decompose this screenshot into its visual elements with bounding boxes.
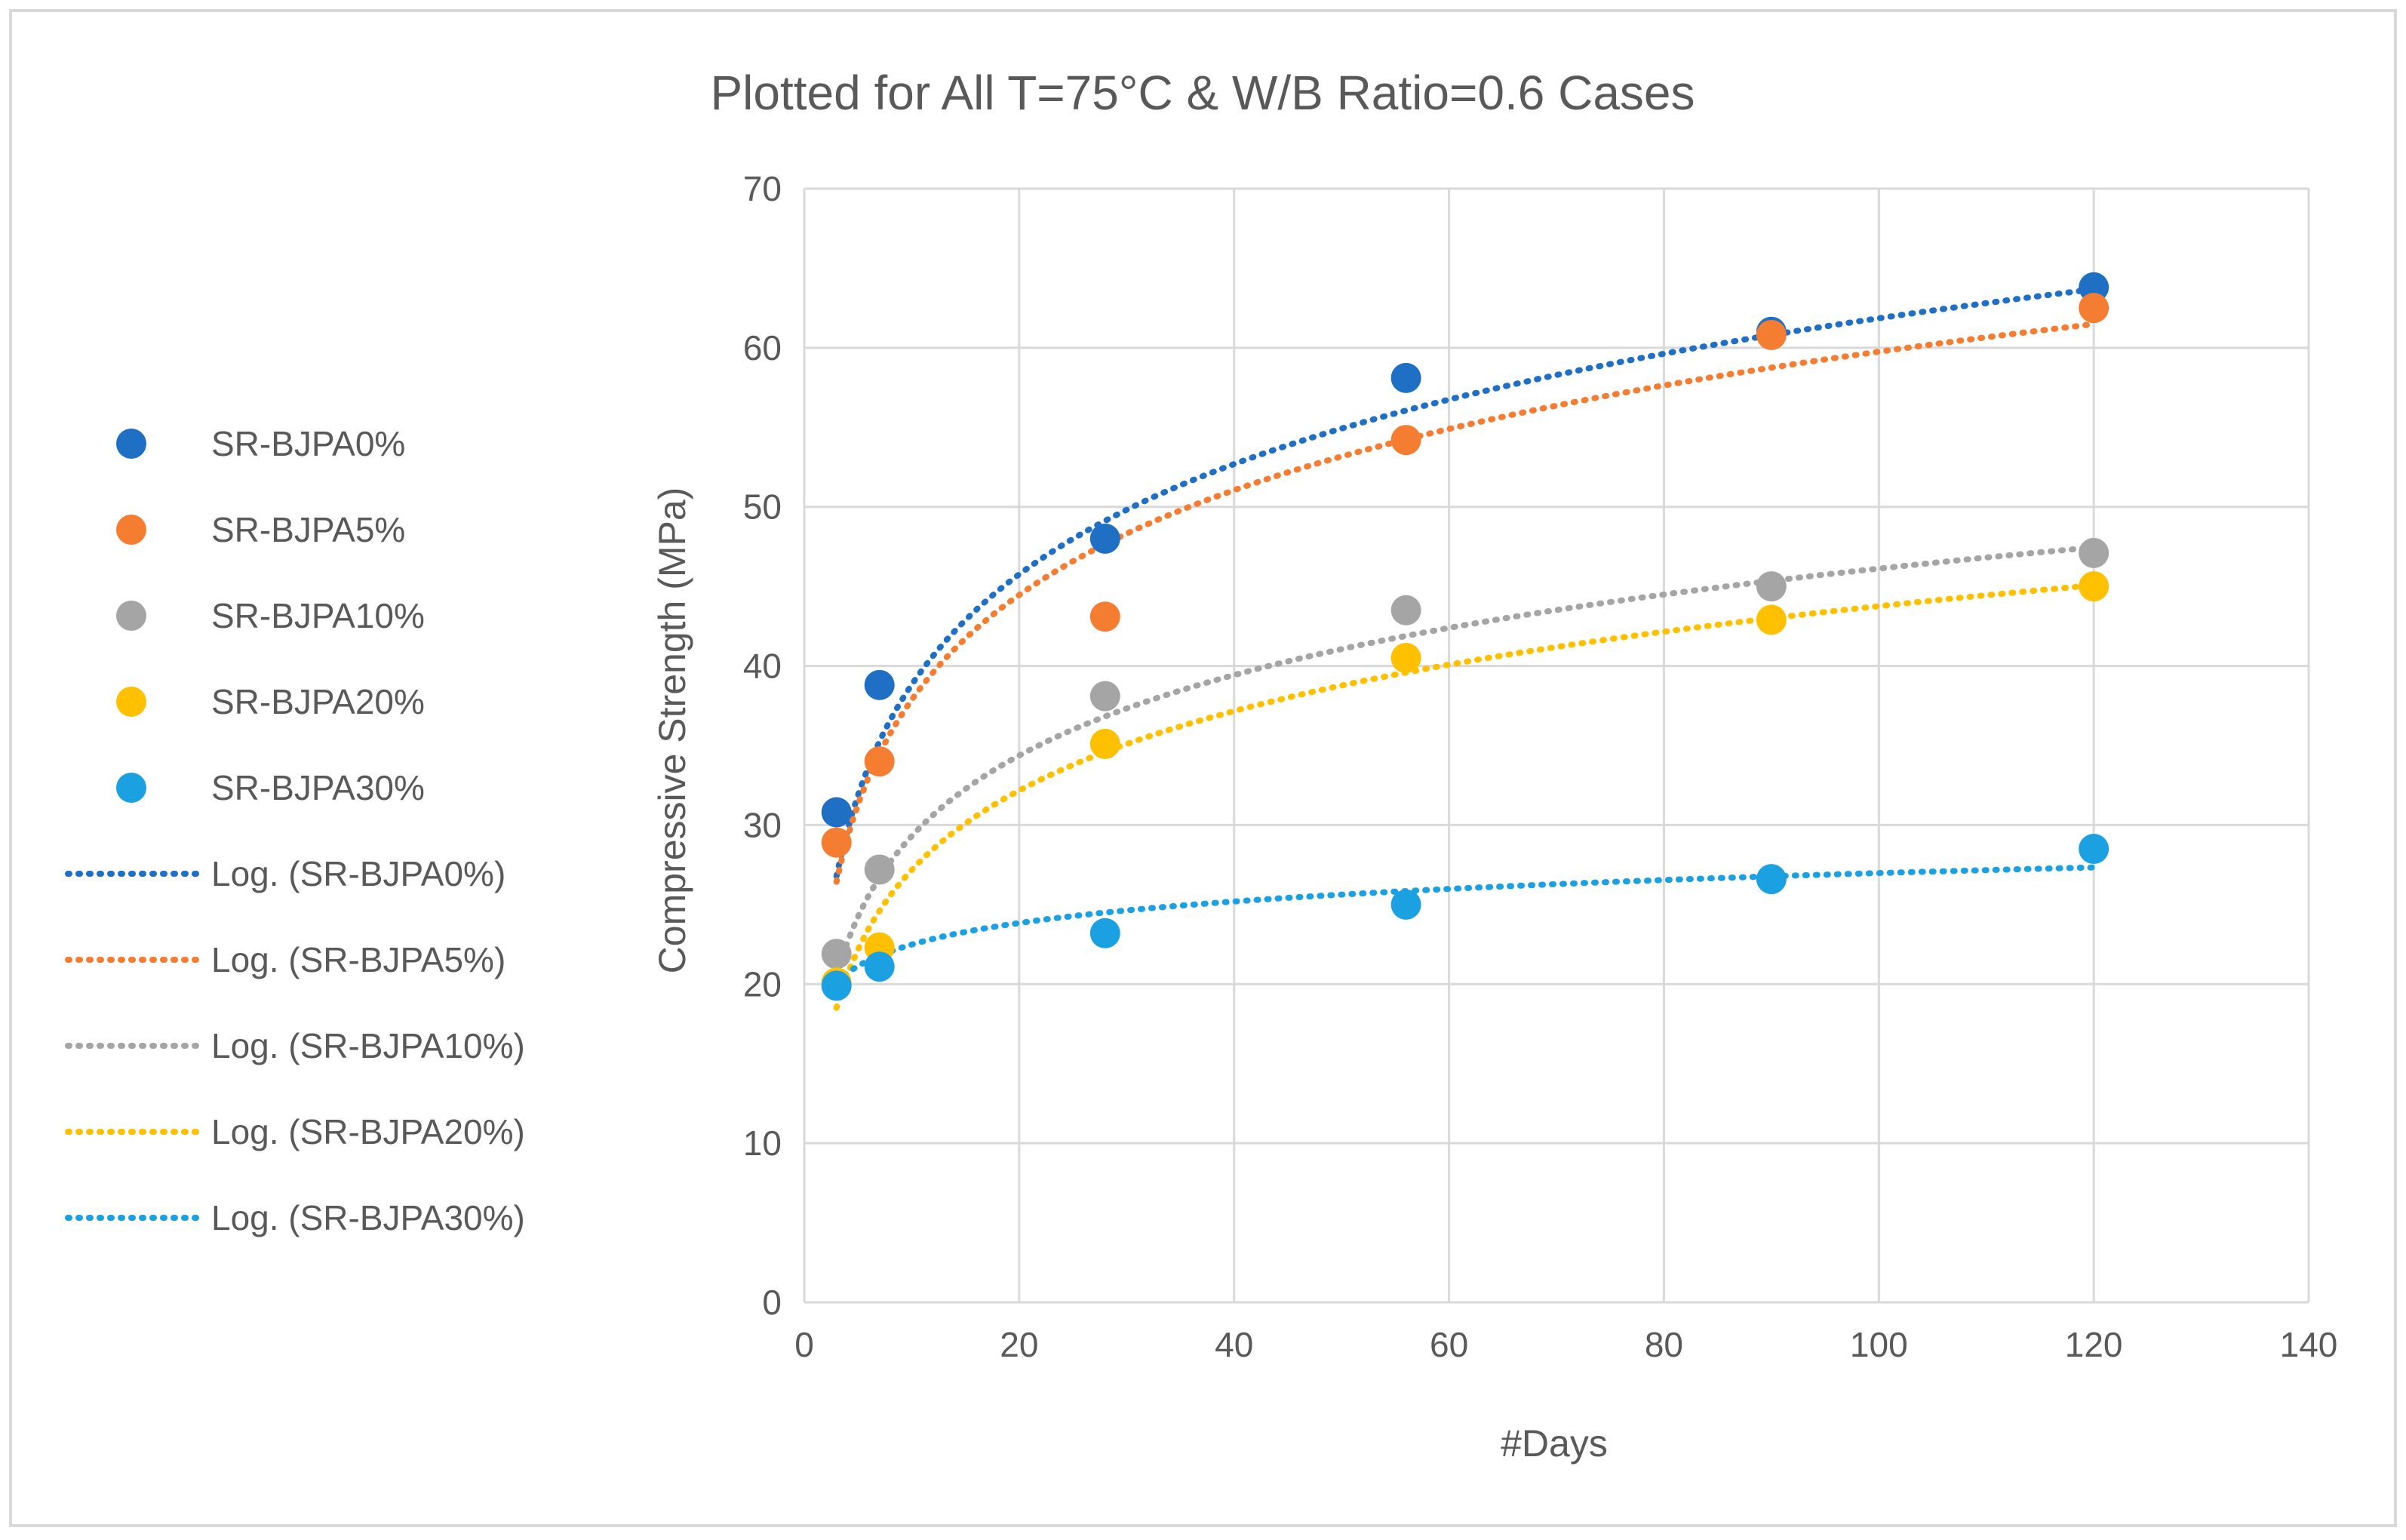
y-tick-label: 0: [762, 1283, 782, 1322]
data-point: [1756, 864, 1787, 895]
legend-marker: [116, 601, 146, 631]
legend-trend-label: Log. (SR-BJPA20%): [211, 1112, 525, 1151]
x-tick-label: 20: [1000, 1325, 1038, 1364]
legend-label: SR-BJPA0%: [211, 424, 405, 463]
y-tick-label: 10: [743, 1123, 782, 1163]
data-point: [821, 939, 852, 970]
legend-marker: [116, 687, 146, 717]
y-axis-title: Compressive Strength (MPa): [651, 487, 693, 974]
trendline: [833, 582, 2097, 1011]
axis-ticks: 0 10 20 30 40 50 60 70 0 20 40 60 80 100 120 140: [743, 169, 2338, 1364]
trendline: [833, 286, 2097, 880]
legend-label: SR-BJPA30%: [211, 768, 425, 807]
data-point: [864, 854, 895, 885]
legend-trend-label: Log. (SR-BJPA10%): [211, 1026, 525, 1065]
legend-marker: [116, 773, 146, 803]
data-point: [2079, 293, 2109, 324]
data-point: [821, 970, 852, 1001]
trendline: [833, 321, 2097, 885]
data-point: [1390, 425, 1421, 456]
data-point: [1089, 728, 1120, 759]
chart-border: [9, 9, 2397, 1527]
legend-trend-label: Log. (SR-BJPA5%): [211, 940, 505, 979]
data-point: [821, 797, 852, 828]
y-tick-label: 40: [743, 647, 782, 686]
x-tick-label: 120: [2065, 1325, 2123, 1364]
x-tick-label: 0: [794, 1325, 814, 1364]
data-point: [1089, 601, 1120, 632]
legend-label: SR-BJPA10%: [211, 596, 425, 635]
data-point: [1390, 889, 1421, 920]
data-point: [1089, 523, 1120, 554]
chart-title: Plotted for All T=75°C & W/B Ratio=0.6 C…: [710, 66, 1695, 120]
data-point: [1390, 643, 1421, 674]
x-tick-label: 60: [1430, 1325, 1468, 1364]
data-point: [2079, 537, 2109, 568]
x-tick-label: 140: [2280, 1325, 2338, 1364]
data-point: [1756, 571, 1787, 602]
data-point: [1390, 595, 1421, 626]
legend-marker: [116, 515, 146, 545]
x-tick-label: 80: [1645, 1325, 1683, 1364]
x-axis-title: #Days: [1501, 1422, 1608, 1465]
y-tick-label: 50: [743, 487, 782, 527]
legend-trend-label: Log. (SR-BJPA30%): [211, 1198, 525, 1237]
legend-label: SR-BJPA5%: [211, 510, 405, 549]
trendline: [833, 864, 2097, 985]
data-point: [2079, 272, 2109, 303]
legend-label: SR-BJPA20%: [211, 682, 425, 721]
data-point: [864, 669, 895, 700]
y-tick-label: 20: [743, 964, 782, 1004]
data-point: [1089, 918, 1120, 948]
data-point: [1756, 604, 1787, 635]
x-tick-label: 40: [1215, 1325, 1253, 1364]
data-point: [1089, 681, 1120, 712]
data-point: [1390, 362, 1421, 393]
trendline: [833, 544, 2097, 979]
data-point: [864, 951, 895, 982]
data-point: [1756, 319, 1787, 350]
data-points: [821, 272, 2109, 1001]
data-point: [2079, 571, 2109, 602]
data-point: [2079, 834, 2109, 865]
data-point: [821, 827, 852, 858]
y-tick-label: 30: [743, 805, 782, 844]
legend: SR-BJPA0% SR-BJPA5% SR-BJPA10% SR-BJPA20% SR…: [65, 424, 525, 1237]
trendlines: [833, 286, 2097, 1011]
y-tick-label: 70: [743, 169, 782, 208]
grid: [803, 187, 2310, 1304]
data-point: [864, 746, 895, 777]
y-tick-label: 60: [743, 328, 782, 367]
legend-marker: [116, 429, 146, 459]
legend-trend-label: Log. (SR-BJPA0%): [211, 854, 505, 893]
x-tick-label: 100: [1850, 1325, 1908, 1364]
